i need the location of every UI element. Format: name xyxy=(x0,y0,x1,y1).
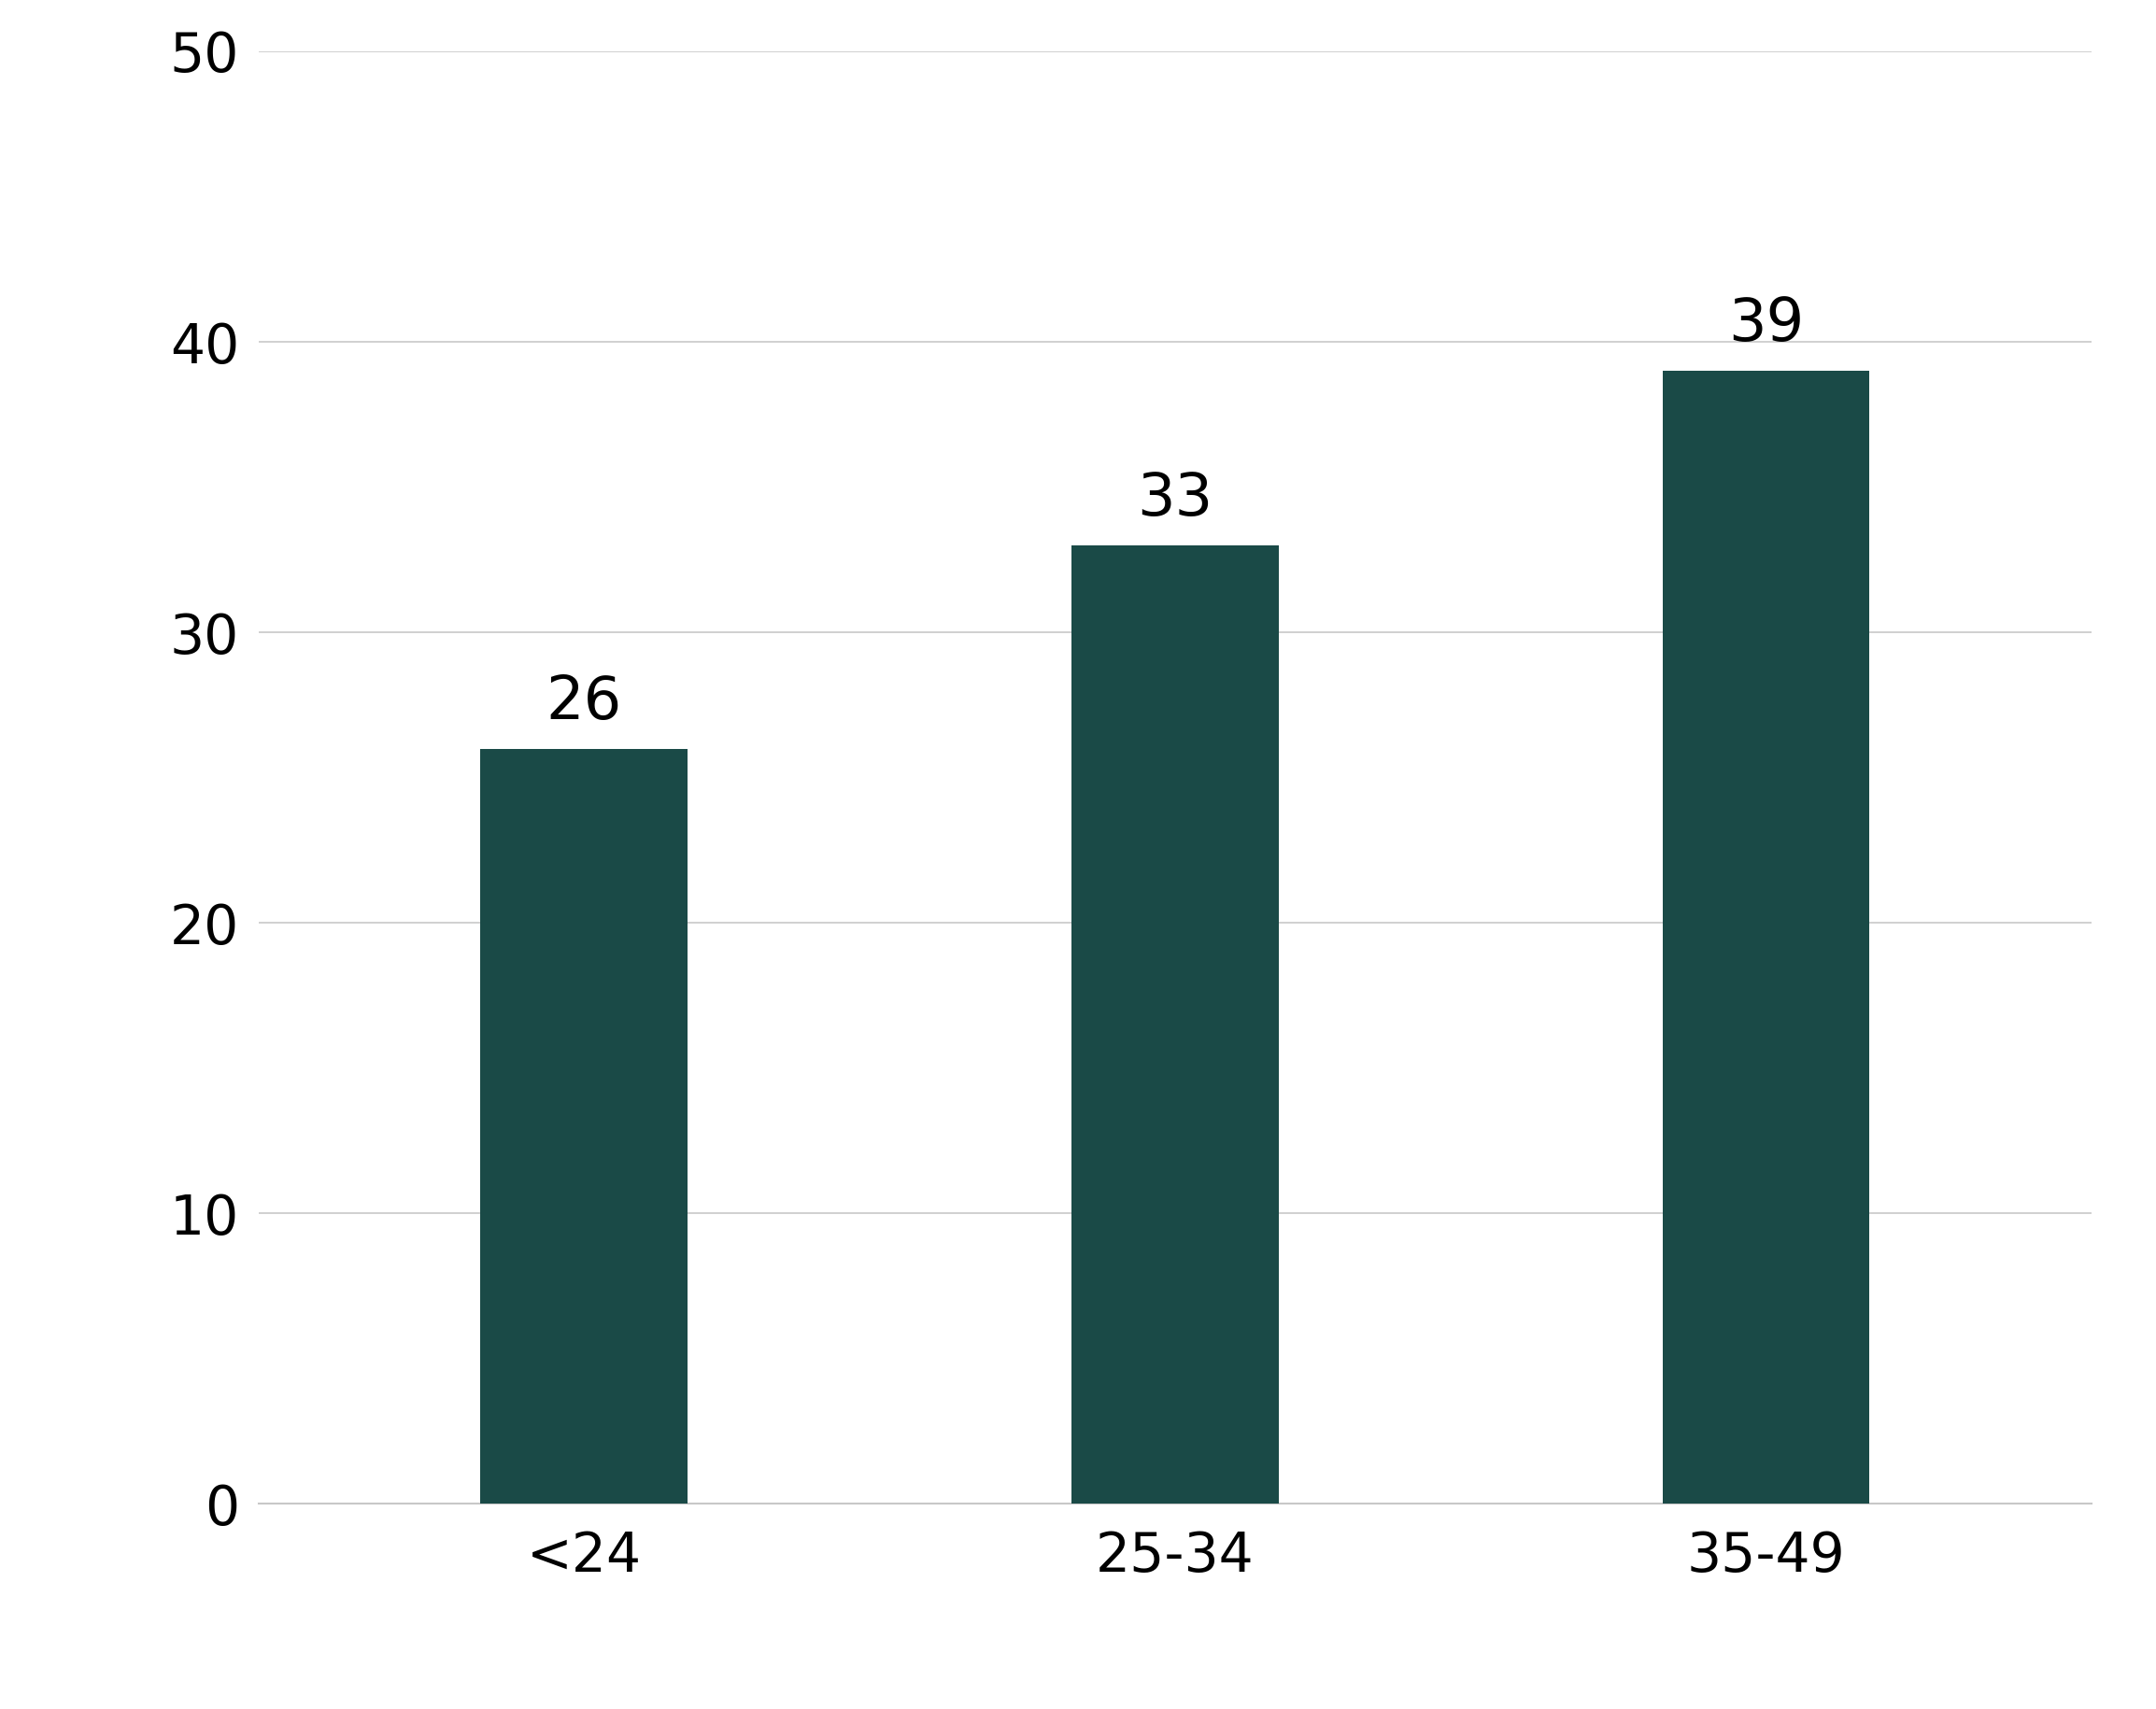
Bar xyxy=(481,749,688,1504)
Text: 26: 26 xyxy=(545,673,621,731)
Text: 33: 33 xyxy=(1136,470,1214,528)
Bar xyxy=(1662,371,1869,1504)
Bar xyxy=(1072,545,1279,1504)
Text: 39: 39 xyxy=(1729,296,1805,354)
